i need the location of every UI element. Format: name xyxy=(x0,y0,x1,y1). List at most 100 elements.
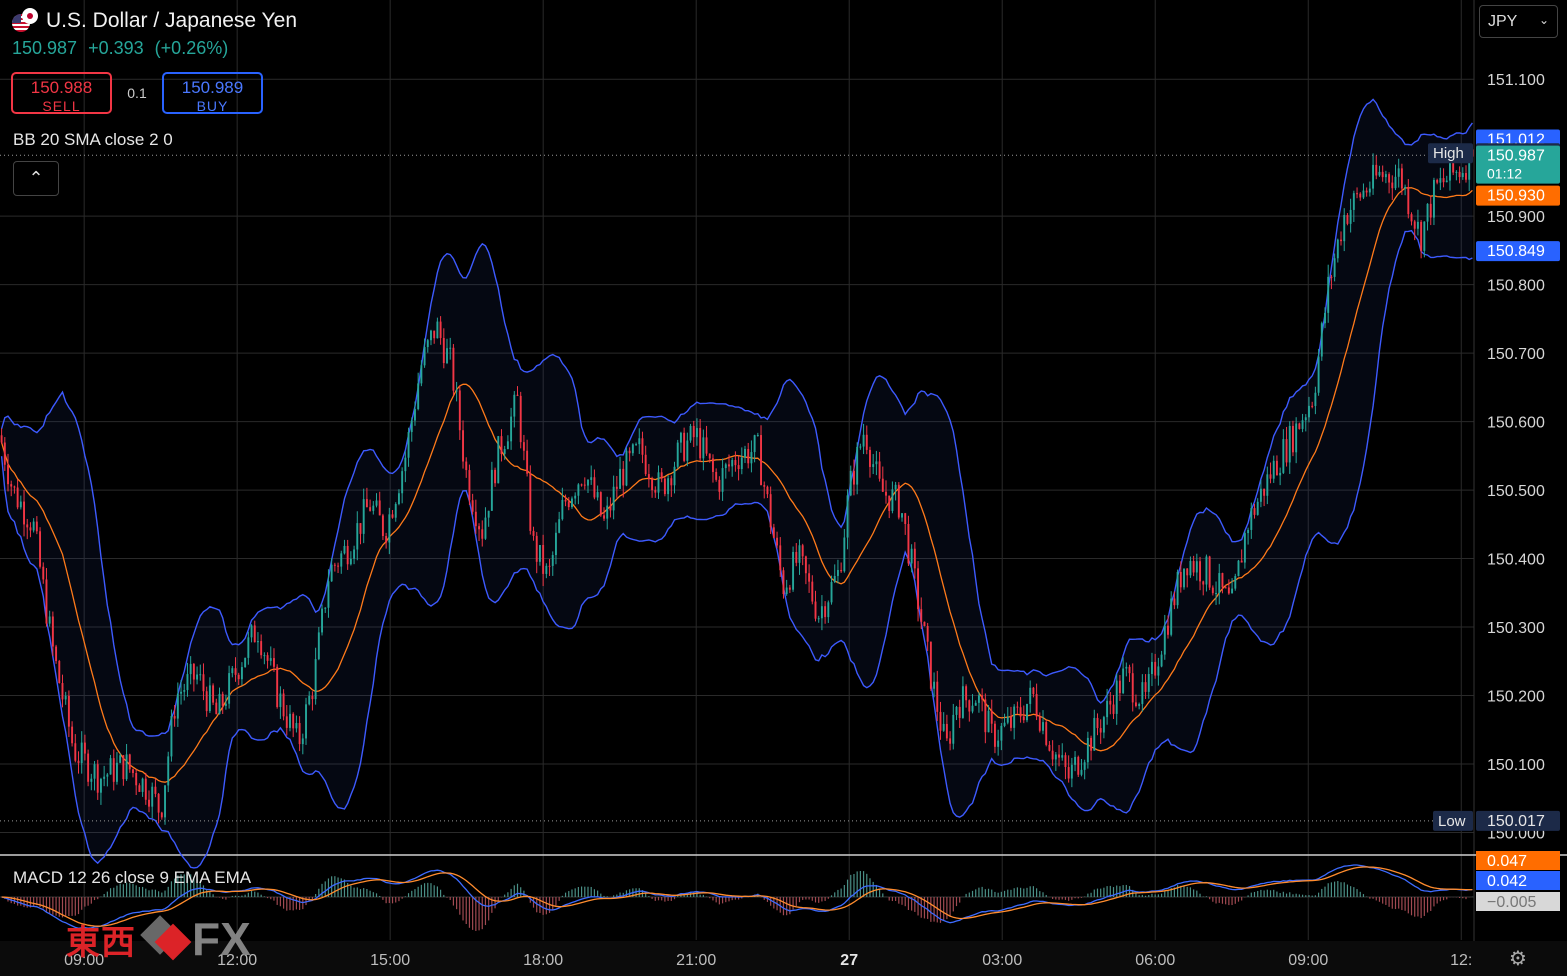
candle-body xyxy=(289,713,291,728)
candle-body xyxy=(503,449,506,454)
candle-body xyxy=(247,637,250,658)
candle-body xyxy=(1327,276,1330,313)
candle-body xyxy=(266,655,269,661)
candle-body xyxy=(1416,221,1419,229)
candle-body xyxy=(45,579,48,624)
candle-body xyxy=(478,526,481,530)
candle-body xyxy=(48,616,51,624)
candle-body xyxy=(1400,168,1403,189)
bb-basis-line xyxy=(0,187,1473,783)
candle-body xyxy=(1179,571,1182,588)
candle-body xyxy=(484,517,487,539)
candle-body xyxy=(1042,722,1044,731)
candle-body xyxy=(449,347,452,349)
candle-body xyxy=(1003,722,1006,726)
candle-body xyxy=(1275,460,1278,476)
candle-body xyxy=(1167,625,1169,635)
candle-body xyxy=(1256,501,1259,515)
candle-body xyxy=(462,430,464,462)
bb-upper-line xyxy=(0,98,1473,737)
collapse-indicators-button[interactable]: ⌃ xyxy=(13,161,59,196)
candle-body xyxy=(410,420,413,433)
candle-body xyxy=(817,618,820,620)
candle-body xyxy=(1346,215,1349,224)
candle-body xyxy=(708,453,711,459)
candle-body xyxy=(820,606,823,619)
candle-body xyxy=(369,507,372,511)
bb-lower-badge-value: 150.849 xyxy=(1487,243,1545,260)
candle-body xyxy=(298,723,301,745)
candle-body xyxy=(811,581,814,602)
candle-body xyxy=(596,492,599,498)
bb-basis-badge-value: 150.930 xyxy=(1487,188,1545,205)
candle-body xyxy=(510,416,513,442)
candle-body xyxy=(99,778,102,793)
candle-body xyxy=(170,716,173,757)
candle-body xyxy=(77,760,80,764)
macd-hist-badge-value: −0.005 xyxy=(1487,894,1536,911)
sell-button[interactable]: 150.988 SELL xyxy=(11,72,112,114)
candle-body xyxy=(16,487,19,508)
candle-body xyxy=(683,432,686,461)
x-tick-label: 09:00 xyxy=(64,952,104,969)
candle-body xyxy=(1221,573,1224,588)
candle-body xyxy=(375,500,378,506)
candle-body xyxy=(1349,209,1352,224)
candle-body xyxy=(1352,193,1355,210)
currency-select[interactable]: JPY ⌄ xyxy=(1479,5,1558,38)
lot-size[interactable]: 0.1 xyxy=(127,85,147,101)
candle-body xyxy=(1449,159,1451,181)
candle-body xyxy=(792,551,795,590)
candle-body xyxy=(619,468,622,489)
candle-body xyxy=(1285,439,1288,463)
candle-body xyxy=(532,530,535,536)
y-tick-label: 150.400 xyxy=(1487,552,1545,569)
candle-body xyxy=(603,515,605,519)
candle-body xyxy=(1340,239,1342,242)
candle-body xyxy=(785,587,788,595)
price-level-lines xyxy=(0,154,1474,822)
symbol-title: U.S. Dollar / Japanese Yen xyxy=(46,9,297,32)
candle-body xyxy=(269,658,272,661)
candle-body xyxy=(545,565,548,574)
bb-lower-line xyxy=(0,229,1473,869)
candle-body xyxy=(990,710,993,724)
bb-indicator-label[interactable]: BB 20 SMA close 2 0 xyxy=(13,130,173,149)
candle-body xyxy=(737,465,740,470)
candle-body xyxy=(535,535,538,562)
candle-body xyxy=(1215,593,1218,595)
candle-body xyxy=(224,703,227,706)
candle-body xyxy=(164,785,166,818)
tozai-fx-logo: 東西 FX xyxy=(66,912,251,966)
candle-body xyxy=(945,723,948,739)
low-tag-label: Low xyxy=(1438,813,1466,830)
candle-body xyxy=(974,702,977,706)
settings-gear-icon[interactable]: ⚙ xyxy=(1509,948,1527,970)
candle-body xyxy=(282,693,285,717)
candle-body xyxy=(471,500,474,512)
candle-body xyxy=(843,537,846,572)
candle-body xyxy=(1420,221,1423,251)
candle-body xyxy=(202,674,205,692)
macd-indicator-label[interactable]: MACD 12 26 close 9 EMA EMA xyxy=(13,868,252,887)
candle-body xyxy=(1106,700,1109,718)
candle-body xyxy=(788,587,791,590)
candle-body xyxy=(644,454,647,475)
candle-body xyxy=(305,704,307,739)
buy-button[interactable]: 150.989 BUY xyxy=(162,72,263,114)
candle-body xyxy=(1429,203,1432,218)
candle-body xyxy=(234,668,237,675)
candle-body xyxy=(1038,716,1041,731)
candle-body xyxy=(583,484,586,486)
high-tag-bg xyxy=(1428,143,1473,164)
logo-diamond-icon xyxy=(140,915,192,961)
price-change: +0.393 xyxy=(88,38,144,58)
candle-body xyxy=(324,607,327,609)
candle-body xyxy=(657,472,660,493)
candle-body xyxy=(554,532,557,556)
candle-body xyxy=(1147,674,1150,692)
last-badge-bg xyxy=(1476,145,1560,184)
candle-body xyxy=(1442,178,1445,183)
candle-body xyxy=(1118,680,1121,694)
